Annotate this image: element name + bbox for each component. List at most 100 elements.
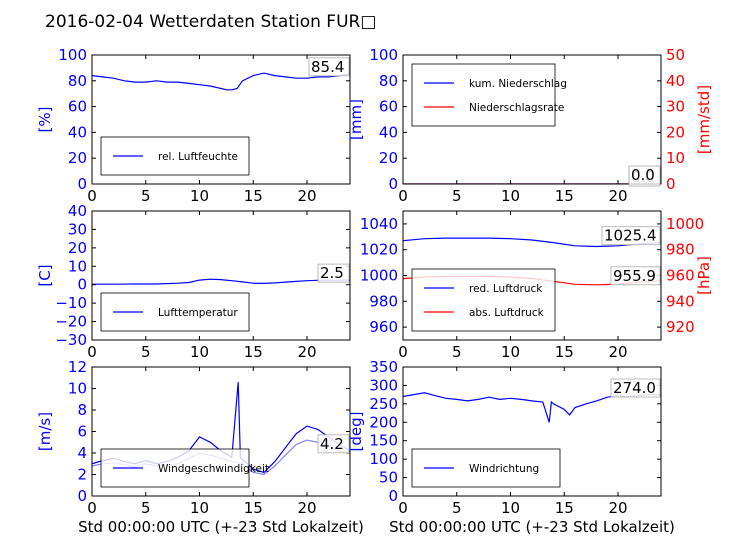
x-tick-label: 20: [297, 187, 316, 205]
x-tick-label: 15: [244, 187, 263, 205]
x-tick-label: 0: [398, 187, 408, 205]
y-tick-label: 0: [77, 276, 87, 294]
x-tick-label: 10: [501, 187, 520, 205]
y-right-tick-label: 1000: [666, 215, 704, 233]
legend-frame: [411, 268, 556, 332]
y-axis-label: [deg]: [347, 412, 365, 452]
y-tick-label: 20: [68, 149, 87, 167]
last-value-box: [317, 434, 350, 454]
y-tick-label: 4: [77, 444, 87, 462]
y-tick-label: 960: [369, 318, 398, 336]
y-tick-label: 150: [369, 432, 398, 450]
y-right-axis-label: [hPa]: [695, 256, 713, 295]
x-tick-label: 15: [555, 343, 574, 361]
last-value-label: 1025.4: [604, 227, 657, 245]
x-tick-label: 10: [190, 499, 209, 517]
y-tick-label: 2: [77, 466, 87, 484]
x-tick-label: 20: [297, 499, 316, 517]
last-value-right-label: 0.0: [631, 166, 655, 184]
x-axis-label: Std 00:00:00 UTC (+-23 Std Lokalzeit): [389, 518, 675, 536]
x-tick-label: 15: [244, 499, 263, 517]
legend: Windrichtung: [411, 448, 561, 488]
legend-entry: Lufttemperatur: [158, 307, 238, 319]
x-tick-label: 20: [608, 187, 627, 205]
y-tick-label: 40: [68, 202, 87, 220]
legend-entry: Windgeschwindigkeit: [158, 463, 269, 475]
y-tick-label: 80: [68, 72, 87, 90]
x-tick-label: 20: [297, 343, 316, 361]
y-tick-label: 100: [369, 450, 398, 468]
legend-frame: [411, 63, 556, 127]
y-tick-label: 0: [388, 175, 398, 193]
legend: Windgeschwindigkeit: [100, 448, 269, 488]
x-tick-label: 10: [501, 343, 520, 361]
legend-entry: Niederschlagsrate: [469, 102, 564, 114]
y-axis-label: [%]: [36, 107, 54, 133]
y-right-tick-label: 40: [666, 72, 685, 90]
series-line-humidity-0: [92, 72, 350, 91]
x-tick-label: 5: [141, 187, 151, 205]
x-tick-label: 20: [608, 499, 627, 517]
x-tick-label: 10: [501, 499, 520, 517]
axes-frame: [402, 54, 662, 185]
y-tick-label: 6: [77, 423, 87, 441]
panel-precipitation: 0 5 10 15 20 0 20 40 60 80 100 0 10 20 30 40 50 [mm] [mm/s…: [347, 46, 713, 205]
figure-title: 2016-02-04 Wetterdaten Station FUR□: [45, 12, 376, 32]
last-value-right-box: [628, 165, 661, 185]
y-tick-label: 20: [68, 239, 87, 257]
y-tick-label: 300: [369, 376, 398, 394]
y-tick-label: 50: [379, 469, 398, 487]
y-tick-label: 20: [379, 149, 398, 167]
x-tick-label: 5: [452, 187, 462, 205]
y-tick-label: 0: [77, 175, 87, 193]
y-tick-label: 80: [379, 72, 398, 90]
y-right-tick-label: 30: [666, 98, 685, 116]
y-right-tick-label: 980: [666, 241, 695, 259]
legend: kum. Niederschlag Niederschlagsrate: [411, 63, 567, 127]
legend-entry: abs. Luftdruck: [469, 307, 545, 319]
y-tick-label: 1020: [360, 241, 398, 259]
y-tick-label: 0: [388, 487, 398, 505]
x-axis-label: Std 00:00:00 UTC (+-23 Std Lokalzeit): [78, 518, 364, 536]
legend: Lufttemperatur: [100, 292, 250, 332]
y-tick-label: 250: [369, 395, 398, 413]
x-tick-label: 5: [452, 343, 462, 361]
x-tick-label: 0: [87, 343, 97, 361]
legend-entry: Windrichtung: [469, 463, 539, 475]
last-value-box: [601, 226, 661, 246]
y-tick-label: 1040: [360, 215, 398, 233]
legend-entry: kum. Niederschlag: [469, 78, 567, 90]
axes-frame: [402, 366, 662, 497]
y-axis-label: [mm]: [347, 99, 365, 140]
last-value-label: 85.4: [311, 58, 344, 76]
x-tick-label: 20: [608, 343, 627, 361]
x-tick-label: 10: [190, 343, 209, 361]
y-axis-label: [m/s]: [36, 412, 54, 451]
legend: red. Luftdruck abs. Luftdruck: [411, 268, 556, 332]
y-tick-label: −20: [55, 313, 87, 331]
legend-frame: [100, 136, 250, 176]
x-tick-label: 0: [398, 343, 408, 361]
last-value-right-label: 955.9: [613, 267, 656, 285]
y-axis-label: [C]: [36, 264, 54, 286]
last-value-box: [610, 378, 661, 398]
y-tick-label: 10: [68, 257, 87, 275]
y-tick-label: 60: [68, 98, 87, 116]
y-tick-label: 10: [68, 380, 87, 398]
axes-frame: [91, 210, 351, 341]
y-tick-label: −30: [55, 331, 87, 349]
last-value-label: 4.2: [320, 435, 344, 453]
y-tick-label: 0: [77, 487, 87, 505]
y-tick-label: 350: [369, 358, 398, 376]
panel-humidity: 0 5 10 15 20 0 20 40 60 80 100 [%] 85.4 rel. Luftfeuc…: [36, 46, 351, 205]
panel-pressure: 0 5 10 15 20 960 980 1000 1020 1040 920 940 960 980 10…: [360, 210, 713, 361]
x-tick-label: 5: [141, 343, 151, 361]
y-tick-label: 100: [58, 46, 87, 64]
last-value-right-box: [610, 266, 661, 286]
y-right-tick-label: 10: [666, 149, 685, 167]
x-tick-label: 0: [87, 499, 97, 517]
